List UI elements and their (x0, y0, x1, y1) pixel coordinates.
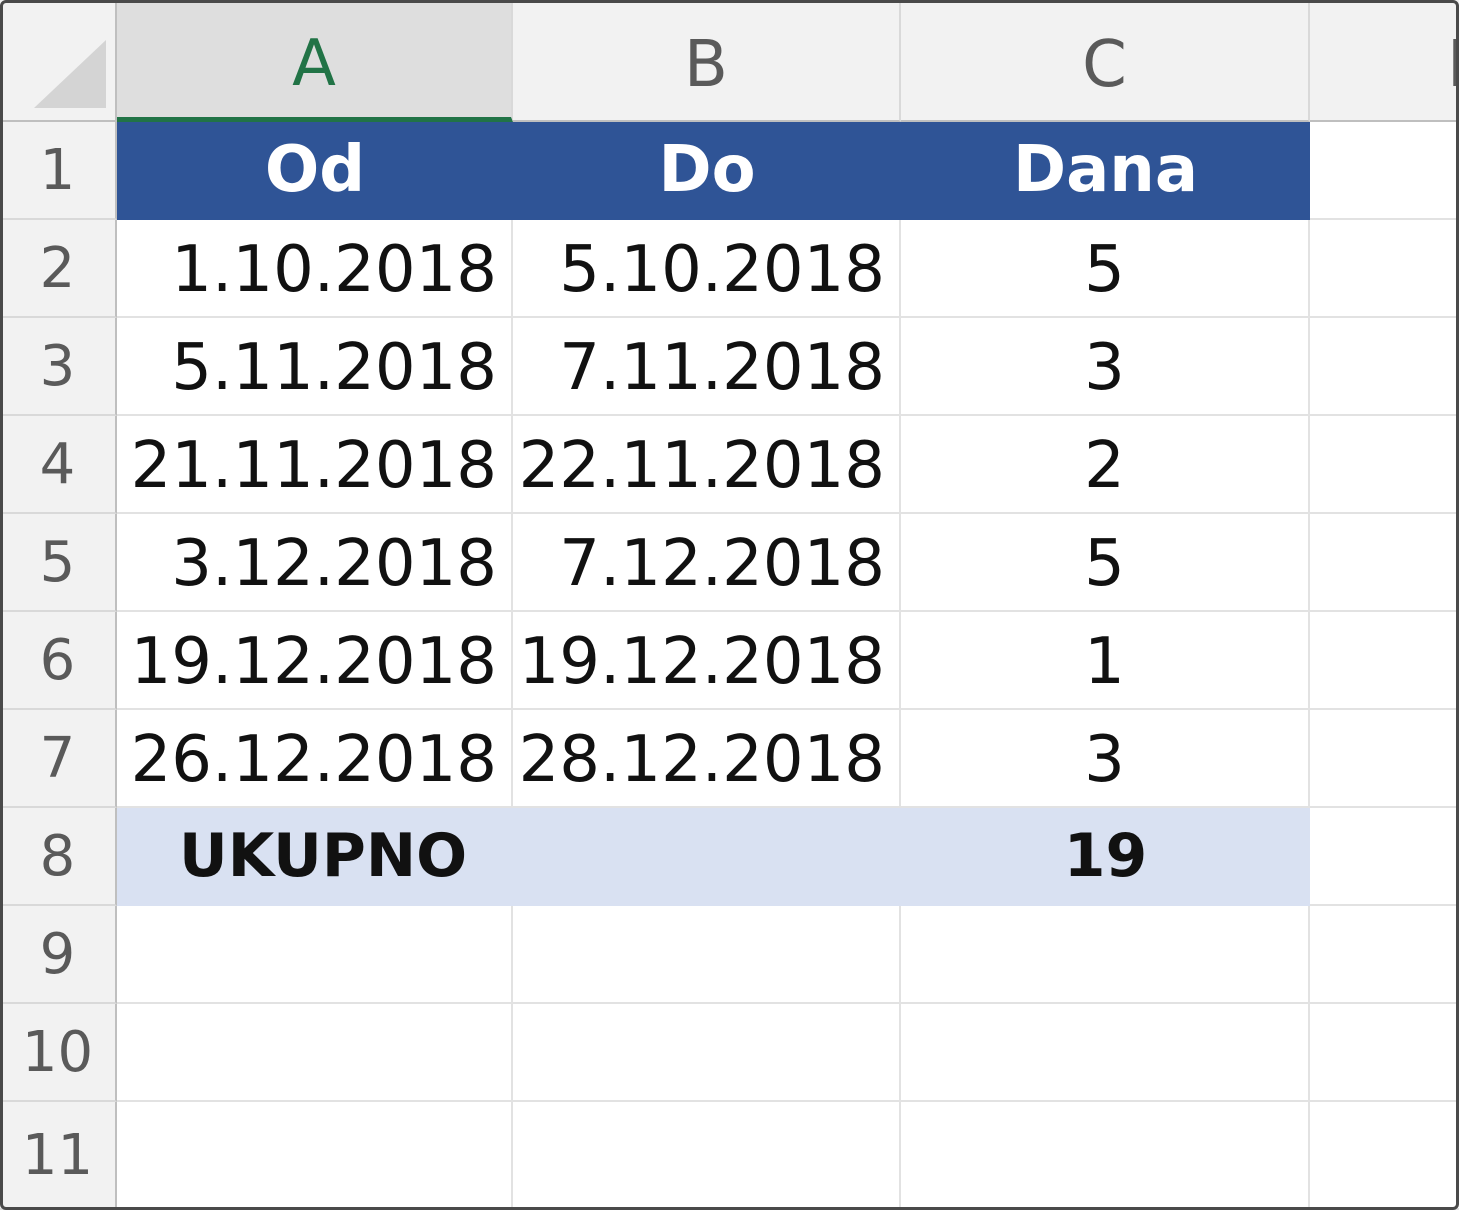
cell-empty[interactable] (117, 1004, 513, 1102)
select-all-corner[interactable] (0, 0, 117, 122)
row-header-11[interactable]: 11 (0, 1102, 117, 1210)
cell-to[interactable]: 5.10.2018 (513, 220, 901, 318)
cell-empty[interactable] (1310, 514, 1459, 612)
cell-empty[interactable] (1310, 416, 1459, 514)
row-header-8[interactable]: 8 (0, 808, 117, 906)
cell-days[interactable]: 5 (901, 514, 1310, 612)
cell-from[interactable]: 5.11.2018 (117, 318, 513, 416)
column-header-c[interactable]: C (901, 0, 1310, 122)
row-header-10[interactable]: 10 (0, 1004, 117, 1102)
column-header-b[interactable]: B (513, 0, 901, 122)
row-header-2[interactable]: 2 (0, 220, 117, 318)
total-empty-cell[interactable] (513, 808, 901, 906)
row-header-3[interactable]: 3 (0, 318, 117, 416)
cell-empty[interactable] (1310, 906, 1459, 1004)
cell-days[interactable]: 3 (901, 710, 1310, 808)
row-header-9[interactable]: 9 (0, 906, 117, 1004)
cell-to[interactable]: 22.11.2018 (513, 416, 901, 514)
cell-empty[interactable] (1310, 808, 1459, 906)
table-header-from[interactable]: Od (117, 122, 513, 220)
row-header-5[interactable]: 5 (0, 514, 117, 612)
cell-from[interactable]: 21.11.2018 (117, 416, 513, 514)
cell-from[interactable]: 19.12.2018 (117, 612, 513, 710)
cell-to[interactable]: 7.12.2018 (513, 514, 901, 612)
cell-from[interactable]: 1.10.2018 (117, 220, 513, 318)
cell-empty[interactable] (901, 906, 1310, 1004)
cell-empty[interactable] (117, 1102, 513, 1210)
cell-days[interactable]: 1 (901, 612, 1310, 710)
row-header-7[interactable]: 7 (0, 710, 117, 808)
total-value[interactable]: 19 (901, 808, 1310, 906)
cell-empty[interactable] (901, 1102, 1310, 1210)
cell-empty[interactable] (901, 1004, 1310, 1102)
row-header-1[interactable]: 1 (0, 122, 117, 220)
select-all-triangle-icon (34, 40, 106, 108)
table-header-days[interactable]: Dana (901, 122, 1310, 220)
cell-to[interactable]: 19.12.2018 (513, 612, 901, 710)
cell-to[interactable]: 28.12.2018 (513, 710, 901, 808)
cell-empty[interactable] (1310, 1102, 1459, 1210)
cell-days[interactable]: 5 (901, 220, 1310, 318)
cell-empty[interactable] (513, 1102, 901, 1210)
cell-days[interactable]: 3 (901, 318, 1310, 416)
cell-from[interactable]: 26.12.2018 (117, 710, 513, 808)
total-label[interactable]: UKUPNO (117, 808, 513, 906)
cell-empty[interactable] (117, 906, 513, 1004)
cell-d1[interactable] (1310, 122, 1459, 220)
cell-empty[interactable] (1310, 318, 1459, 416)
column-header-a[interactable]: A (117, 0, 513, 122)
cell-days[interactable]: 2 (901, 416, 1310, 514)
cell-empty[interactable] (513, 1004, 901, 1102)
cell-empty[interactable] (1310, 220, 1459, 318)
cell-empty[interactable] (1310, 612, 1459, 710)
cell-empty[interactable] (1310, 1004, 1459, 1102)
row-header-6[interactable]: 6 (0, 612, 117, 710)
table-header-to[interactable]: Do (513, 122, 901, 220)
cell-empty[interactable] (1310, 710, 1459, 808)
cell-from[interactable]: 3.12.2018 (117, 514, 513, 612)
cell-empty[interactable] (513, 906, 901, 1004)
row-header-4[interactable]: 4 (0, 416, 117, 514)
cell-to[interactable]: 7.11.2018 (513, 318, 901, 416)
column-header-d[interactable]: D (1310, 0, 1459, 122)
